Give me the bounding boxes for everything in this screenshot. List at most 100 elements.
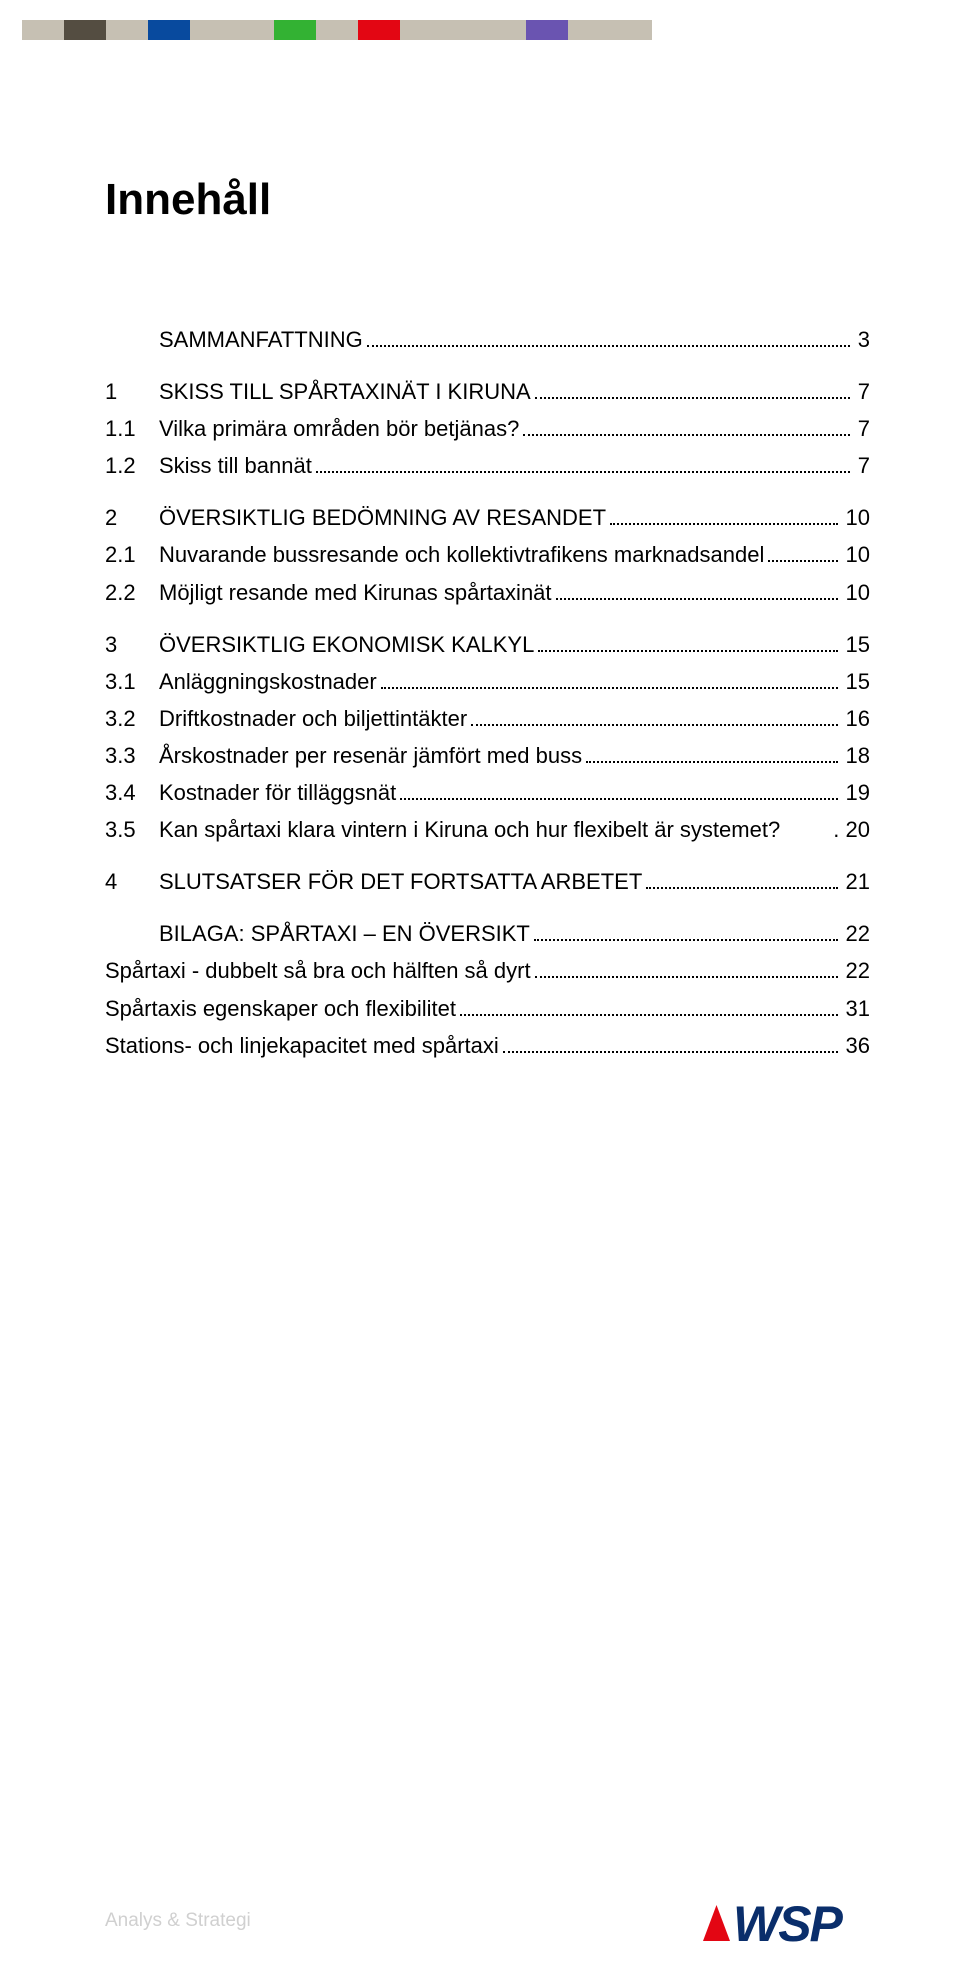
toc-leader bbox=[535, 377, 850, 399]
toc-number: 2.1 bbox=[105, 538, 159, 572]
table-of-contents: SAMMANFATTNING31SKISS TILL SPÅRTAXINÄT I… bbox=[105, 323, 870, 1063]
toc-label: Årskostnader per resenär jämfört med bus… bbox=[159, 739, 582, 773]
toc-entry: 3.3Årskostnader per resenär jämfört med … bbox=[105, 739, 870, 773]
toc-entry: BILAGA: SPÅRTAXI – EN ÖVERSIKT 22 bbox=[105, 917, 870, 951]
toc-label: Anläggningskostnader bbox=[159, 665, 377, 699]
logo-triangle-icon bbox=[703, 1905, 730, 1941]
toc-leader bbox=[610, 504, 838, 526]
toc-page: 7 bbox=[854, 375, 870, 409]
toc-page: 21 bbox=[842, 865, 870, 899]
toc-page: 10 bbox=[842, 576, 870, 610]
toc-leader bbox=[556, 578, 838, 600]
toc-label: Skiss till bannät bbox=[159, 449, 312, 483]
toc-entry: Spårtaxi - dubbelt så bra och hälften så… bbox=[105, 954, 870, 988]
toc-entry: 1.2Skiss till bannät 7 bbox=[105, 449, 870, 483]
toc-page: 16 bbox=[842, 702, 870, 736]
toc-leader bbox=[523, 414, 849, 436]
color-swatch bbox=[106, 20, 148, 40]
toc-number: 1 bbox=[105, 375, 159, 409]
toc-number: 1.1 bbox=[105, 412, 159, 446]
toc-label: SKISS TILL SPÅRTAXINÄT I KIRUNA bbox=[159, 375, 531, 409]
toc-label: Kan spårtaxi klara vintern i Kiruna och … bbox=[159, 813, 829, 847]
toc-leader bbox=[768, 541, 837, 563]
toc-entry: 2.2Möjligt resande med Kirunas spårtaxin… bbox=[105, 576, 870, 610]
toc-page: 10 bbox=[842, 538, 870, 572]
toc-number: 2.2 bbox=[105, 576, 159, 610]
color-swatch bbox=[64, 20, 106, 40]
toc-entry: 1SKISS TILL SPÅRTAXINÄT I KIRUNA 7 bbox=[105, 375, 870, 409]
toc-page: 18 bbox=[842, 739, 870, 773]
toc-label: Möjligt resande med Kirunas spårtaxinät bbox=[159, 576, 552, 610]
color-swatch bbox=[358, 20, 400, 40]
toc-label: Vilka primära områden bör betjänas? bbox=[159, 412, 519, 446]
color-swatch bbox=[148, 20, 190, 40]
color-swatch bbox=[568, 20, 610, 40]
toc-page: 36 bbox=[842, 1029, 870, 1063]
color-swatch bbox=[526, 20, 568, 40]
color-swatch bbox=[232, 20, 274, 40]
toc-label: SAMMANFATTNING bbox=[159, 323, 363, 357]
toc-entry: 3.4Kostnader för tilläggsnät19 bbox=[105, 776, 870, 810]
toc-leader bbox=[646, 867, 837, 889]
wsp-logo: WSP bbox=[700, 1891, 870, 1951]
toc-entry: 3.2Driftkostnader och biljettintäkter 16 bbox=[105, 702, 870, 736]
color-swatch bbox=[400, 20, 442, 40]
page-footer: Analys & Strategi WSP bbox=[105, 1891, 870, 1951]
toc-number: 4 bbox=[105, 865, 159, 899]
toc-page: 22 bbox=[842, 917, 870, 951]
toc-entry: SAMMANFATTNING 3 bbox=[105, 323, 870, 357]
toc-page: . 20 bbox=[829, 813, 870, 847]
logo-text: WSP bbox=[733, 1896, 844, 1951]
toc-entry: 2ÖVERSIKTLIG BEDÖMNING AV RESANDET10 bbox=[105, 501, 870, 535]
page-title: Innehåll bbox=[105, 0, 870, 305]
toc-entry: 4SLUTSATSER FÖR DET FORTSATTA ARBETET 21 bbox=[105, 865, 870, 899]
toc-number: 3 bbox=[105, 628, 159, 662]
toc-number: 1.2 bbox=[105, 449, 159, 483]
color-swatch bbox=[610, 20, 652, 40]
toc-entry: 1.1Vilka primära områden bör betjänas? 7 bbox=[105, 412, 870, 446]
toc-page: 19 bbox=[842, 776, 870, 810]
color-swatch bbox=[190, 20, 232, 40]
toc-number: 3.4 bbox=[105, 776, 159, 810]
toc-leader bbox=[316, 451, 850, 473]
toc-leader bbox=[367, 325, 850, 347]
toc-label: Stations- och linjekapacitet med spårtax… bbox=[105, 1029, 499, 1063]
toc-entry: 2.1Nuvarande bussresande och kollektivtr… bbox=[105, 538, 870, 572]
toc-leader bbox=[538, 630, 837, 652]
toc-entry: 3.1Anläggningskostnader 15 bbox=[105, 665, 870, 699]
toc-entry: 3ÖVERSIKTLIG EKONOMISK KALKYL15 bbox=[105, 628, 870, 662]
toc-number: 3.2 bbox=[105, 702, 159, 736]
toc-number: 3.1 bbox=[105, 665, 159, 699]
toc-label: SLUTSATSER FÖR DET FORTSATTA ARBETET bbox=[159, 865, 642, 899]
color-swatch bbox=[316, 20, 358, 40]
toc-page: 7 bbox=[854, 449, 870, 483]
toc-leader bbox=[534, 920, 838, 942]
toc-label: Driftkostnader och biljettintäkter bbox=[159, 702, 467, 736]
toc-label: ÖVERSIKTLIG BEDÖMNING AV RESANDET bbox=[159, 501, 606, 535]
color-swatch bbox=[484, 20, 526, 40]
toc-label: Spårtaxis egenskaper och flexibilitet bbox=[105, 992, 456, 1026]
page: Innehåll SAMMANFATTNING31SKISS TILL SPÅR… bbox=[0, 0, 960, 1979]
color-swatch bbox=[274, 20, 316, 40]
toc-leader bbox=[586, 741, 837, 763]
toc-page: 15 bbox=[842, 665, 870, 699]
toc-page: 7 bbox=[854, 412, 870, 446]
toc-entry: 3.5Kan spårtaxi klara vintern i Kiruna o… bbox=[105, 813, 870, 847]
toc-label: Spårtaxi - dubbelt så bra och hälften så… bbox=[105, 954, 531, 988]
toc-page: 3 bbox=[854, 323, 870, 357]
toc-label: BILAGA: SPÅRTAXI – EN ÖVERSIKT bbox=[159, 917, 530, 951]
toc-leader bbox=[460, 994, 838, 1016]
toc-entry: Stations- och linjekapacitet med spårtax… bbox=[105, 1029, 870, 1063]
toc-leader bbox=[535, 957, 838, 979]
toc-label: ÖVERSIKTLIG EKONOMISK KALKYL bbox=[159, 628, 534, 662]
footer-text: Analys & Strategi bbox=[105, 1910, 251, 1932]
color-swatch bbox=[22, 20, 64, 40]
toc-page: 31 bbox=[842, 992, 870, 1026]
toc-number: 3.3 bbox=[105, 739, 159, 773]
toc-page: 10 bbox=[842, 501, 870, 535]
toc-leader bbox=[400, 778, 837, 800]
color-swatch bbox=[442, 20, 484, 40]
toc-number: 3.5 bbox=[105, 813, 159, 847]
toc-leader bbox=[381, 667, 838, 689]
top-color-bar bbox=[22, 20, 652, 40]
